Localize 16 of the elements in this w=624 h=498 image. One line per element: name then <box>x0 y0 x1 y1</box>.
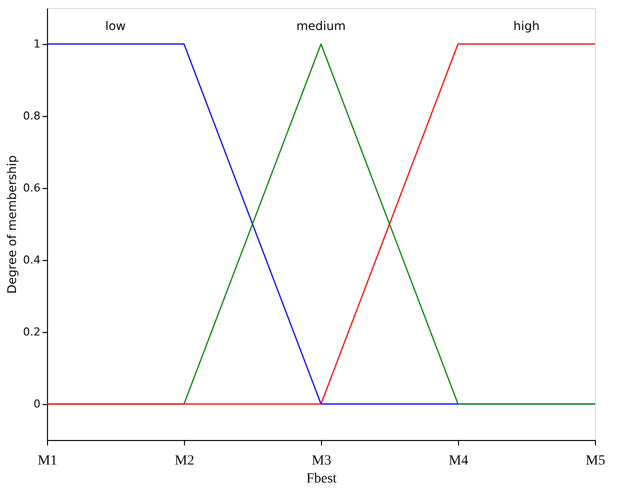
series-label: medium <box>296 19 346 33</box>
x-tick-label: M1 <box>38 454 58 468</box>
x-tick-label: M4 <box>448 454 468 468</box>
x-tick-label: M2 <box>174 454 194 468</box>
series-label: high <box>513 19 540 33</box>
y-tick-label: 0.6 <box>23 182 40 194</box>
y-axis-title: Degree of membership <box>5 155 20 294</box>
y-tick-label: 0.8 <box>23 110 40 122</box>
series-label: low <box>105 19 126 33</box>
y-tick-label: 0.2 <box>23 326 40 338</box>
y-tick-label: 0.4 <box>23 254 40 266</box>
x-tick-label: M3 <box>312 454 332 468</box>
x-tick-label: M5 <box>586 454 606 468</box>
y-tick-label: 1 <box>34 38 40 50</box>
y-tick-label: 0 <box>34 398 40 410</box>
x-axis-title: Fbest <box>306 472 337 486</box>
